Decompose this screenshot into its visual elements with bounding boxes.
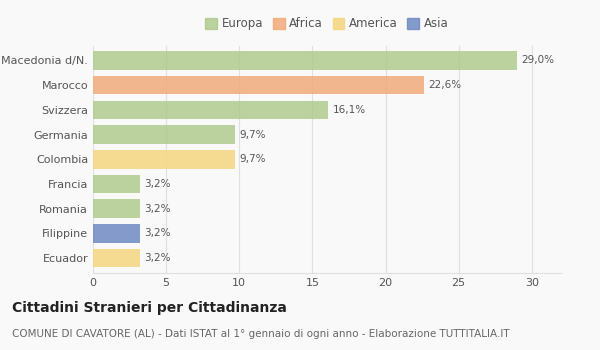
Bar (93, 125, 235, 144)
Bar (93, 199, 140, 218)
Bar (93, 150, 235, 168)
Text: 3,2%: 3,2% (144, 179, 170, 189)
Text: 22,6%: 22,6% (428, 80, 461, 90)
Text: Cittadini Stranieri per Cittadinanza: Cittadini Stranieri per Cittadinanza (12, 301, 287, 315)
Text: 3,2%: 3,2% (144, 204, 170, 214)
Text: 3,2%: 3,2% (144, 253, 170, 263)
Text: 16,1%: 16,1% (333, 105, 366, 115)
Text: COMUNE DI CAVATORE (AL) - Dati ISTAT al 1° gennaio di ogni anno - Elaborazione T: COMUNE DI CAVATORE (AL) - Dati ISTAT al … (12, 329, 509, 339)
Legend: Europa, Africa, America, Asia: Europa, Africa, America, Asia (203, 15, 451, 33)
Text: 3,2%: 3,2% (144, 229, 170, 238)
Bar (93, 175, 140, 193)
Bar (93, 51, 517, 70)
Bar (93, 224, 140, 243)
Bar (93, 249, 140, 267)
Text: 9,7%: 9,7% (239, 154, 266, 164)
Bar (93, 100, 328, 119)
Bar (93, 76, 424, 95)
Text: 9,7%: 9,7% (239, 130, 266, 140)
Text: 29,0%: 29,0% (521, 55, 554, 65)
